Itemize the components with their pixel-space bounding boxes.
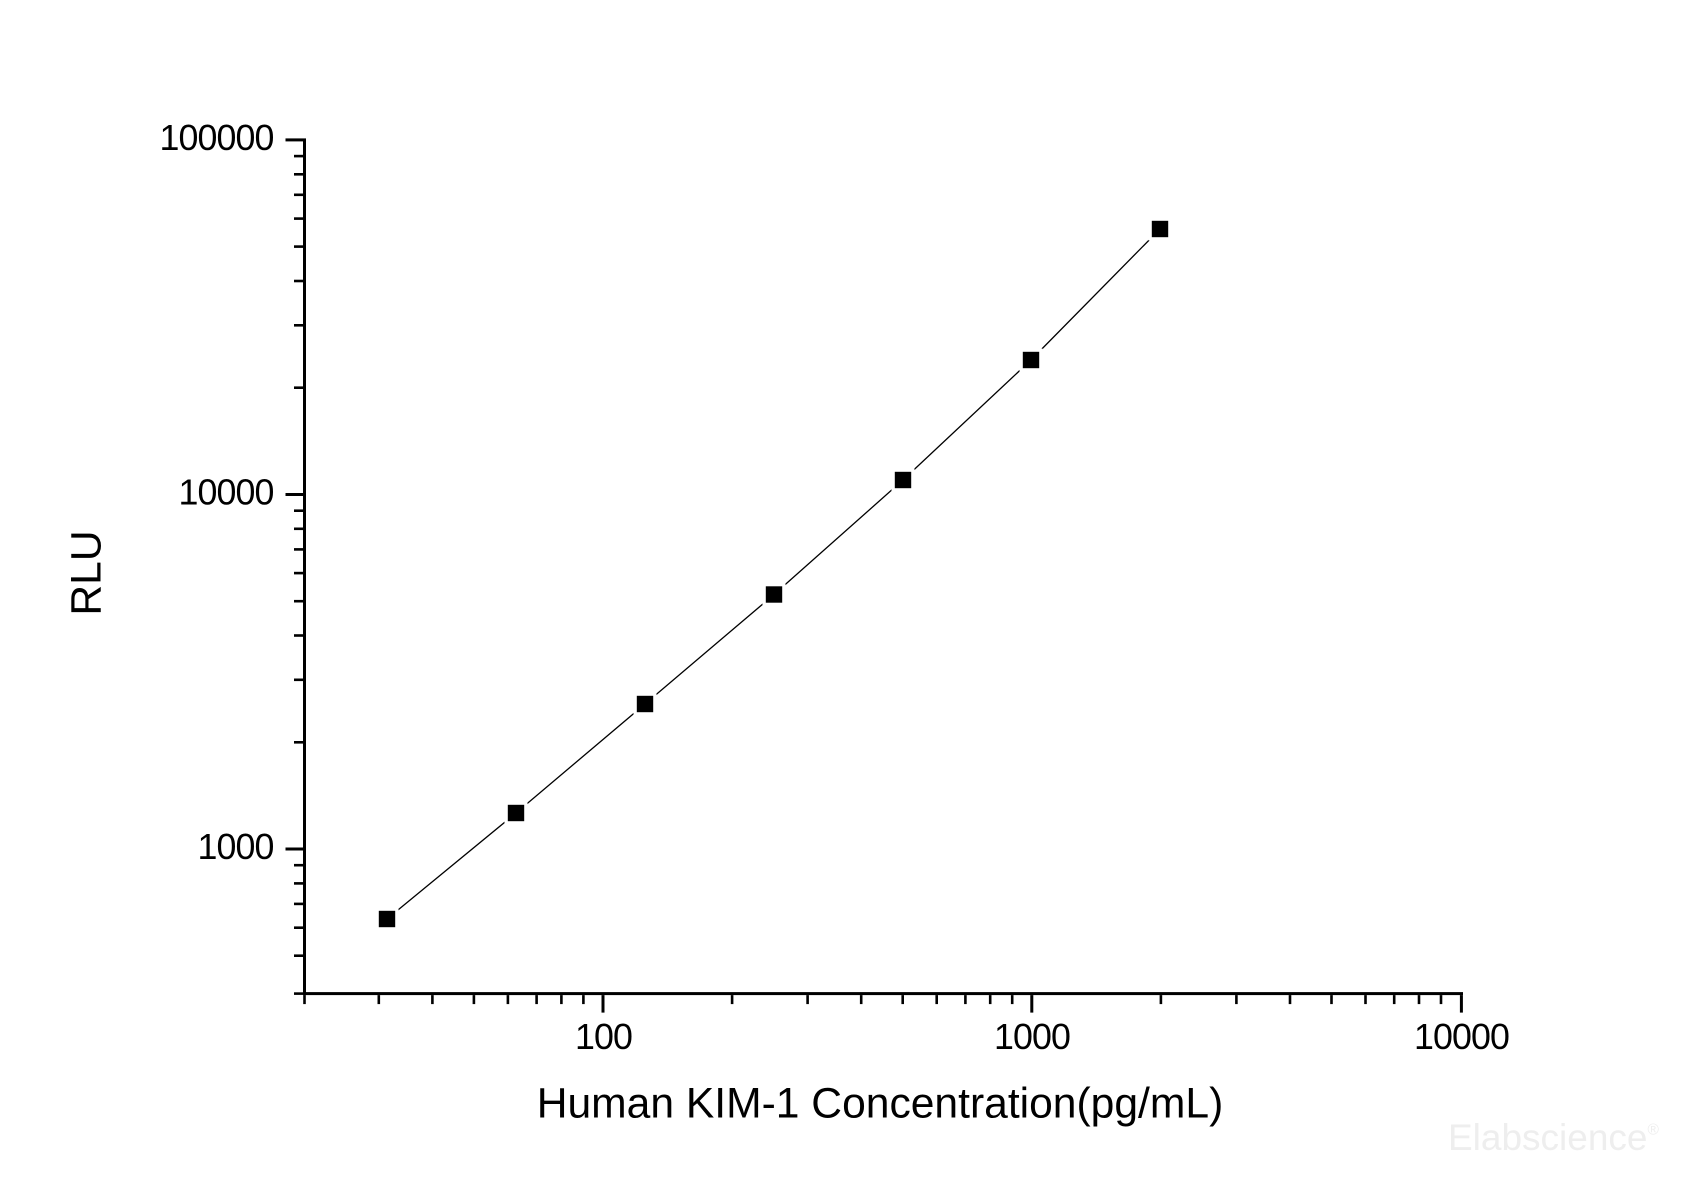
svg-text:10000: 10000 [1414, 1017, 1509, 1057]
svg-text:Elabscience®: Elabscience® [1448, 1117, 1660, 1158]
svg-text:100: 100 [575, 1017, 632, 1057]
svg-text:1000: 1000 [197, 827, 273, 867]
svg-text:10000: 10000 [178, 473, 273, 513]
svg-text:Human KIM-1 Concentration(pg/m: Human KIM-1 Concentration(pg/mL) [537, 1079, 1224, 1127]
svg-text:100000: 100000 [159, 118, 273, 158]
svg-text:1000: 1000 [994, 1017, 1070, 1057]
svg-text:RLU: RLU [63, 530, 111, 615]
